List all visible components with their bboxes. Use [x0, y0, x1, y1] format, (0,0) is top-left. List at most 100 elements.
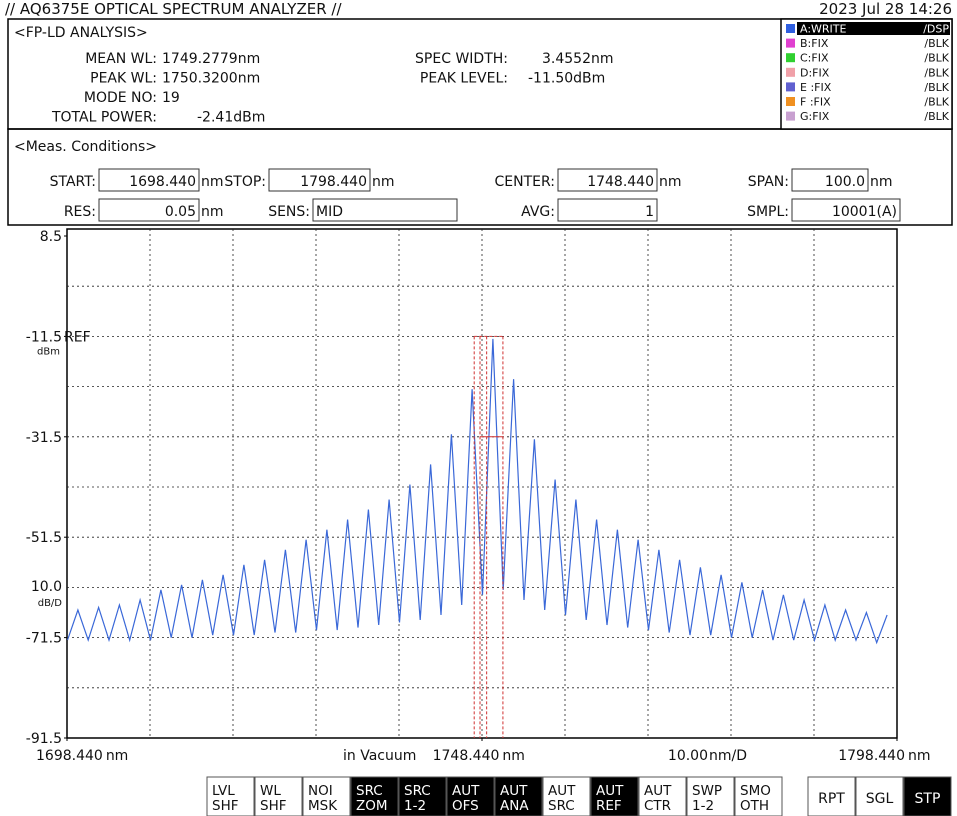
- softkey[interactable]: [494, 776, 543, 816]
- softkey-label: OTH: [740, 798, 769, 814]
- softkey-label: LVL: [212, 783, 235, 799]
- softkey-label: SHF: [212, 798, 239, 814]
- trace-name: E :FIX: [800, 81, 832, 94]
- y-div-unit: dB/D: [38, 598, 63, 609]
- softkey[interactable]: [254, 776, 303, 816]
- softkey-label: WL: [260, 783, 281, 799]
- field-unit: nm: [201, 204, 224, 220]
- x-tick-label: 1798.440: [838, 748, 905, 764]
- result-value: 3.4552nm: [542, 51, 614, 67]
- field-value: 1698.440: [129, 174, 196, 190]
- field-value: 0.05: [165, 204, 196, 220]
- softkey-label: 1-2: [692, 798, 714, 814]
- result-value: -11.50dBm: [528, 71, 605, 87]
- softkey-label: MSK: [308, 798, 338, 814]
- field-label: CENTER:: [494, 174, 555, 190]
- field-label: START:: [50, 174, 96, 190]
- title: // AQ6375E OPTICAL SPECTRUM ANALYZER //: [5, 0, 342, 18]
- conditions-title: <Meas. Conditions>: [14, 139, 157, 155]
- softkey[interactable]: [638, 776, 687, 816]
- softkey-label: REF: [596, 798, 622, 814]
- trace-state: /BLK: [924, 96, 949, 109]
- field-unit: nm: [372, 174, 395, 190]
- y-tick-label: -31.5: [26, 430, 62, 446]
- softkey-label: SRC: [356, 783, 383, 799]
- runkey[interactable]: [855, 776, 904, 816]
- field-box[interactable]: [268, 168, 371, 192]
- softkey[interactable]: [398, 776, 447, 816]
- softkey[interactable]: [302, 776, 351, 816]
- datetime: 2023 Jul 28 14:26: [819, 0, 952, 18]
- result-value: 1750.3200nm: [162, 71, 260, 87]
- field-value: 1798.440: [300, 174, 367, 190]
- field-box[interactable]: [98, 168, 200, 192]
- softkey[interactable]: [590, 776, 639, 816]
- result-value: -2.41dBm: [197, 110, 265, 126]
- field-box[interactable]: [791, 198, 901, 222]
- softkey-label: SHF: [260, 798, 287, 814]
- x-unit: nm: [908, 748, 931, 764]
- y-tick-label: -91.5: [26, 731, 62, 747]
- trace-name: A:WRITE: [800, 23, 847, 36]
- field-unit: nm: [201, 174, 224, 190]
- x-div-unit: nm/D: [709, 748, 747, 764]
- x-tick-label: 1748.440: [433, 748, 500, 764]
- trace-name: F :FIX: [800, 96, 831, 109]
- field-box[interactable]: [312, 198, 458, 222]
- field-value: 10001(A): [832, 204, 897, 220]
- spectrum-trace: [66, 338, 888, 645]
- trace-swatch: [786, 38, 795, 48]
- y-tick-label: -71.5: [26, 631, 62, 647]
- ref-label: REF: [64, 329, 91, 345]
- trace-swatch: [786, 97, 795, 106]
- softkey-label: SMO: [740, 783, 771, 799]
- x-div: 10.00: [668, 748, 708, 764]
- field-label: RES:: [64, 204, 96, 220]
- softkey-label: AUT: [452, 783, 480, 799]
- y-unit: dBm: [37, 346, 60, 357]
- softkey[interactable]: [734, 776, 783, 816]
- trace-swatch: [786, 53, 795, 63]
- trace-swatch: [786, 67, 795, 77]
- y-tick-label: -11.5: [26, 329, 62, 345]
- softkey-label: SRC: [548, 798, 575, 814]
- softkey-label: 1-2: [404, 798, 426, 814]
- softkey-label: AUT: [548, 783, 576, 799]
- result-value: 19: [162, 90, 180, 106]
- softkey-label: AUT: [500, 783, 528, 799]
- trace-name: C:FIX: [800, 52, 829, 65]
- runkey[interactable]: [807, 776, 856, 816]
- runkey-label: STP: [915, 791, 941, 807]
- trace-box: [780, 18, 953, 130]
- result-value: 1749.2779nm: [162, 51, 260, 67]
- field-value: MID: [316, 204, 343, 220]
- softkey[interactable]: [206, 776, 255, 816]
- field-label: SPAN:: [748, 174, 789, 190]
- field-box[interactable]: [557, 198, 658, 222]
- field-box[interactable]: [98, 198, 200, 222]
- runkey[interactable]: [903, 776, 952, 816]
- field-value: 100.0: [825, 174, 865, 190]
- softkey-label: CTR: [644, 798, 671, 814]
- softkey-label: AUT: [596, 783, 624, 799]
- trace-state: /BLK: [924, 52, 949, 65]
- field-unit: nm: [870, 174, 893, 190]
- trace-name: D:FIX: [800, 66, 830, 79]
- field-box[interactable]: [791, 168, 869, 192]
- field-label: SMPL:: [747, 204, 789, 220]
- trace-name: G:FIX: [800, 110, 830, 123]
- trace-state: /DSP: [923, 23, 949, 36]
- softkey-label: NOI: [308, 783, 333, 799]
- field-box[interactable]: [557, 168, 658, 192]
- softkey[interactable]: [350, 776, 399, 816]
- field-value: 1: [645, 204, 654, 220]
- softkey[interactable]: [542, 776, 591, 816]
- result-label: PEAK LEVEL:: [420, 71, 508, 87]
- field-unit: nm: [659, 174, 682, 190]
- softkey[interactable]: [686, 776, 735, 816]
- result-label: SPEC WIDTH:: [415, 51, 508, 67]
- y-tick-label: 8.5: [40, 229, 62, 245]
- trace-state: /BLK: [924, 37, 949, 50]
- trace-highlight: [797, 22, 950, 35]
- softkey[interactable]: [446, 776, 495, 816]
